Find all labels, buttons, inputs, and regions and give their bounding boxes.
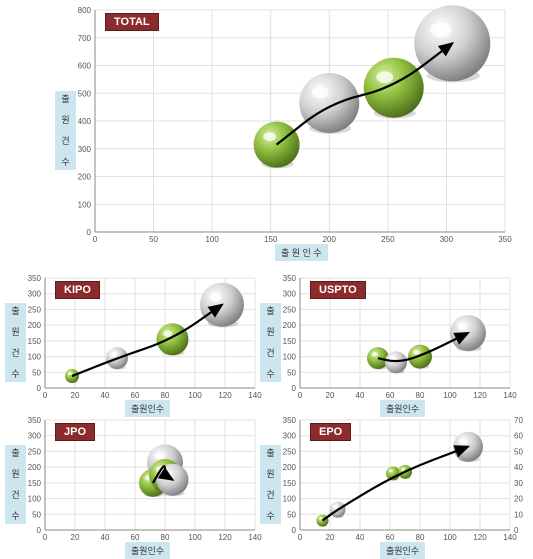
- svg-text:120: 120: [473, 533, 487, 542]
- svg-text:60: 60: [386, 533, 395, 542]
- svg-text:0: 0: [514, 526, 519, 535]
- svg-text:50: 50: [287, 510, 296, 519]
- svg-text:300: 300: [283, 432, 297, 441]
- badge-epo: EPO: [310, 423, 351, 441]
- svg-text:200: 200: [283, 463, 297, 472]
- svg-text:40: 40: [514, 463, 523, 472]
- svg-text:150: 150: [283, 479, 297, 488]
- svg-text:60: 60: [514, 432, 523, 441]
- svg-text:100: 100: [283, 495, 297, 504]
- svg-text:250: 250: [283, 447, 297, 456]
- badge-label: EPO: [319, 426, 342, 438]
- svg-text:100: 100: [443, 533, 457, 542]
- svg-text:40: 40: [356, 533, 365, 542]
- svg-text:10: 10: [514, 510, 523, 519]
- svg-text:20: 20: [514, 495, 523, 504]
- svg-text:350: 350: [283, 416, 297, 425]
- svg-text:70: 70: [514, 416, 523, 425]
- ylabel-epo: 출 원 건 수: [260, 445, 281, 524]
- svg-text:20: 20: [326, 533, 335, 542]
- xlabel-text: 출원인수: [386, 546, 419, 556]
- svg-text:50: 50: [514, 447, 523, 456]
- svg-text:80: 80: [416, 533, 425, 542]
- page: { "colors": { "background": "#ffffff", "…: [0, 0, 533, 556]
- svg-text:0: 0: [298, 533, 303, 542]
- svg-text:30: 30: [514, 479, 523, 488]
- ylabel-text: 출 원 건 수: [265, 448, 275, 521]
- svg-text:0: 0: [292, 526, 297, 535]
- xlabel-epo: 출원인수: [380, 542, 425, 559]
